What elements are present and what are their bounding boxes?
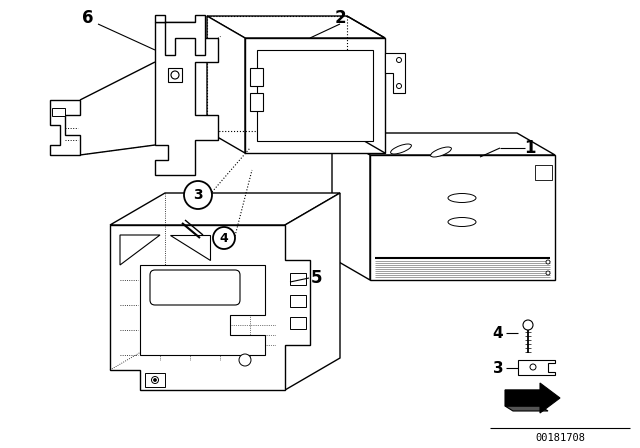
- Circle shape: [523, 320, 533, 330]
- FancyBboxPatch shape: [150, 270, 240, 305]
- Polygon shape: [290, 295, 306, 307]
- Circle shape: [239, 354, 251, 366]
- Text: 6: 6: [83, 9, 93, 27]
- Circle shape: [546, 260, 550, 264]
- Polygon shape: [207, 16, 385, 38]
- Polygon shape: [285, 193, 340, 390]
- Circle shape: [397, 57, 401, 63]
- Circle shape: [397, 83, 401, 89]
- Polygon shape: [250, 68, 263, 86]
- Polygon shape: [207, 16, 245, 153]
- Text: 4: 4: [493, 326, 503, 340]
- Circle shape: [171, 71, 179, 79]
- Text: 4: 4: [220, 232, 228, 245]
- Circle shape: [530, 364, 536, 370]
- Polygon shape: [505, 390, 548, 395]
- Polygon shape: [110, 225, 310, 390]
- Circle shape: [546, 271, 550, 275]
- Polygon shape: [518, 360, 555, 375]
- Polygon shape: [245, 38, 385, 153]
- Circle shape: [213, 227, 235, 249]
- Polygon shape: [52, 108, 65, 116]
- Polygon shape: [385, 53, 405, 93]
- Polygon shape: [290, 273, 306, 285]
- Polygon shape: [120, 235, 160, 265]
- Ellipse shape: [448, 194, 476, 202]
- Text: 5: 5: [310, 269, 322, 287]
- Polygon shape: [332, 133, 555, 155]
- Text: 1: 1: [524, 139, 536, 157]
- Polygon shape: [370, 155, 555, 280]
- Ellipse shape: [431, 147, 451, 157]
- Polygon shape: [257, 50, 373, 141]
- Polygon shape: [170, 235, 210, 260]
- Polygon shape: [332, 133, 370, 280]
- Polygon shape: [140, 265, 265, 355]
- Polygon shape: [250, 93, 263, 111]
- Text: 3: 3: [493, 361, 503, 375]
- Polygon shape: [535, 165, 552, 180]
- Circle shape: [154, 379, 157, 382]
- Circle shape: [152, 376, 159, 383]
- Polygon shape: [155, 22, 218, 175]
- Ellipse shape: [390, 144, 412, 154]
- Polygon shape: [110, 193, 340, 225]
- Ellipse shape: [448, 217, 476, 227]
- Text: 00181708: 00181708: [535, 433, 585, 443]
- Text: 3: 3: [193, 188, 203, 202]
- Polygon shape: [505, 383, 560, 413]
- Polygon shape: [505, 406, 548, 411]
- Polygon shape: [50, 100, 80, 155]
- Polygon shape: [290, 317, 306, 329]
- Polygon shape: [145, 373, 165, 387]
- Polygon shape: [155, 15, 205, 55]
- Text: 2: 2: [334, 9, 346, 27]
- Circle shape: [184, 181, 212, 209]
- Polygon shape: [168, 68, 182, 82]
